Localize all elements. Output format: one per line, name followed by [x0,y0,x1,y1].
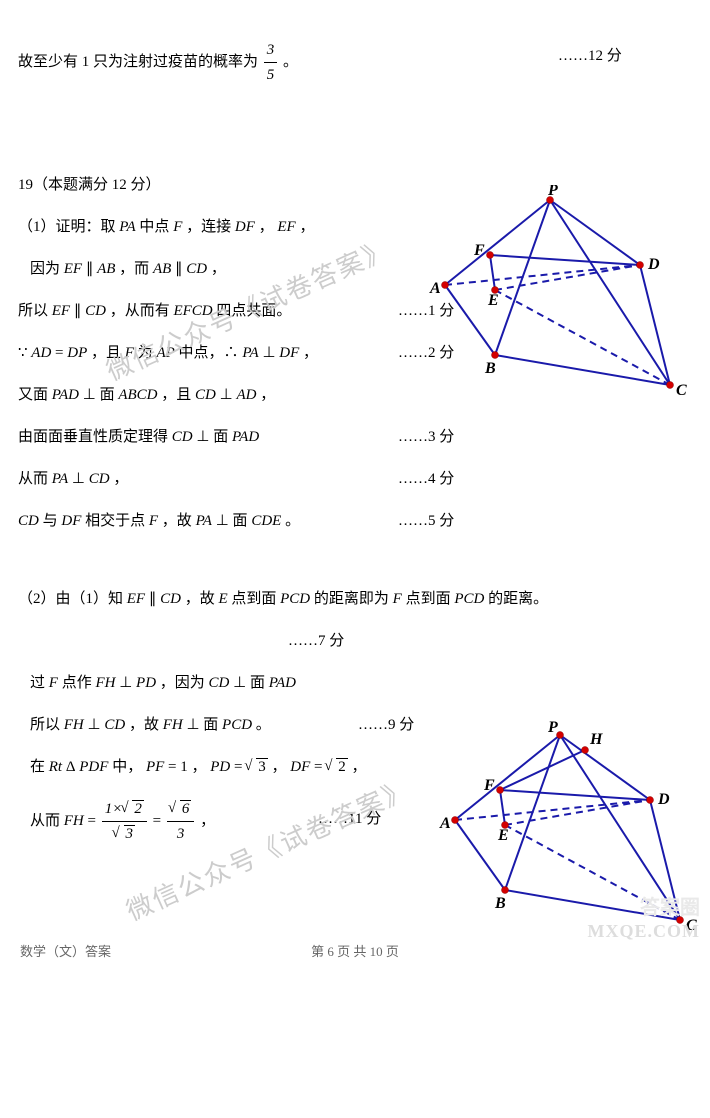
score-mark: ……12 分 [558,44,622,68]
score-mark: ……3 分 [398,425,454,449]
text-line: 因为 EF ∥ AB ，而 AB ∥ CD ， [18,257,692,281]
fraction: 6 3 [167,797,195,846]
text-line: 过 F 点作 FH ⊥ PD ，因为 CD ⊥ 面 PAD [18,671,692,695]
score-mark: ……1 分 [398,299,454,323]
fraction: 3 5 [264,38,278,87]
text: 故至少有 1 只为注射过疫苗的概率为 [18,54,258,70]
text-line: 又面 PAD ⊥ 面 ABCD ，且 CD ⊥ AD ， [18,383,692,407]
text-line: 所以 FH ⊥ CD ，故 FH ⊥ 面 PCD 。 ……9 分 [18,713,692,737]
text-line: 由面面垂直性质定理得 CD ⊥ 面 PAD ……3 分 [18,425,692,449]
sqrt: 3 [246,755,268,779]
score-mark: ……4 分 [398,467,454,491]
text-line: 所以 EF ∥ CD ，从而有 EFCD 四点共面。 ……1 分 [18,299,692,323]
score-mark: ……11 分 [318,807,381,831]
svg-text:F: F [483,777,495,794]
score-mark: ……7 分 [288,633,344,649]
svg-text:A: A [429,280,441,297]
spacer [18,551,692,569]
text-line: （2）由（1）知 EF ∥ CD ，故 E 点到面 PCD 的距离即为 F 点到… [18,587,692,611]
score-mark: ……2 分 [398,341,454,365]
text: 。 [283,54,298,70]
fraction: 1×2 3 [102,797,147,846]
text-line: 从而 FH = 1×2 3 = 6 3 ， ……11 分 [18,797,692,846]
svg-text:P: P [547,185,558,199]
text-line: ∵ AD = DP ，且 F 为 AP 中点，∴ PA ⊥ DF ， ……2 分 [18,341,692,365]
text-line: CD 与 DF 相交于点 F ，故 PA ⊥ 面 CDE 。 ……5 分 [18,509,692,533]
sqrt: 2 [326,755,348,779]
svg-text:B: B [494,895,506,912]
text-line: （1）证明：取 PA 中点 F ，连接 DF ， EF ， [18,215,692,239]
text-line: 在 Rt Δ PDF 中， PF = 1 ， PD = 3 ， DF = 2 ， [18,755,692,779]
score-mark: ……5 分 [398,509,454,533]
text-line: 从而 PA ⊥ CD ， ……4 分 [18,467,692,491]
text-line: 故至少有 1 只为注射过疫苗的概率为 3 5 。 ……12 分 [18,38,692,87]
score-line: ……7 分 [18,629,692,653]
score-mark: ……9 分 [358,713,414,737]
watermark-stamp: MXQE.COM [588,917,700,946]
spacer [18,105,692,155]
